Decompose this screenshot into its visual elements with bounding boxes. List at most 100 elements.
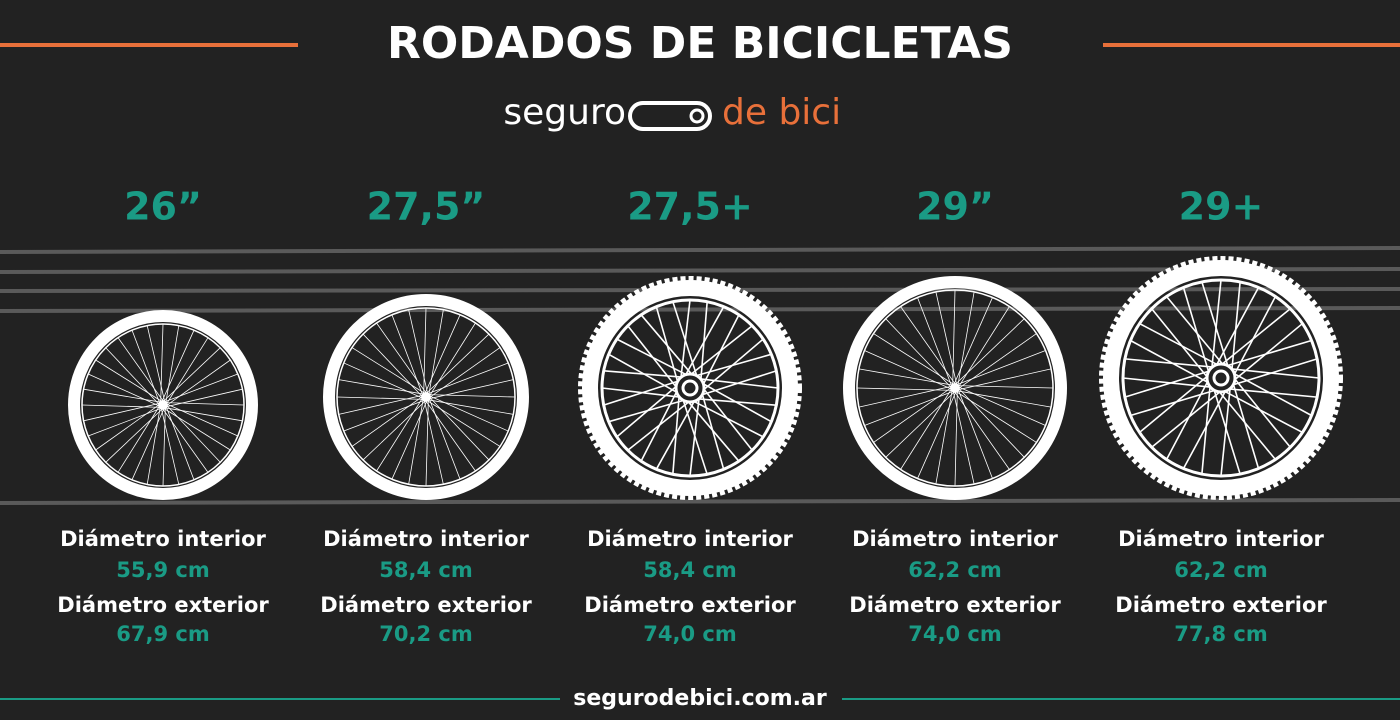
spoke (689, 395, 701, 477)
spoke (864, 350, 953, 390)
brand-right: de bici (722, 92, 841, 133)
tire (1103, 260, 1339, 496)
spoke (957, 368, 1052, 391)
spoke (408, 398, 424, 485)
spoke (1139, 373, 1211, 434)
spoke (146, 325, 166, 403)
hub (950, 383, 960, 393)
spoke (376, 322, 428, 395)
outer-value: 70,2 cm (379, 622, 472, 646)
spoke (423, 307, 427, 396)
spoke (146, 406, 161, 485)
outer-label: Diámetro exterior (849, 593, 1061, 617)
spoke (1151, 308, 1210, 380)
spoke (885, 390, 956, 458)
spoke (1165, 296, 1226, 368)
spoke (953, 297, 993, 386)
spoke (160, 323, 164, 404)
spoke (608, 398, 687, 423)
hub (421, 392, 431, 402)
spoke (423, 399, 444, 485)
spoke (117, 405, 161, 473)
spoke (165, 325, 180, 404)
spoke (693, 353, 772, 378)
inner-value: 62,2 cm (1174, 558, 1267, 582)
spoke (425, 333, 490, 395)
outer-label: Diámetro exterior (1115, 593, 1327, 617)
spoke (426, 362, 509, 395)
outer-label: Diámetro exterior (57, 593, 269, 617)
spoke (428, 309, 444, 396)
outer-value: 74,0 cm (908, 622, 1001, 646)
spoke (376, 397, 424, 472)
brand-icon (628, 101, 712, 131)
wheel (843, 276, 1067, 500)
spoke (688, 325, 753, 377)
wheel (323, 294, 529, 500)
spoke (1124, 358, 1216, 369)
spoke (428, 322, 476, 397)
spoke (425, 398, 429, 487)
spoke (700, 391, 725, 470)
wheel (1099, 256, 1343, 500)
wheel-size: 29” (916, 185, 994, 229)
spoke (952, 289, 956, 387)
inner-label: Diámetro interior (587, 527, 793, 551)
spoke (1226, 387, 1318, 398)
spoke (336, 396, 425, 400)
outer-label: Diámetro exterior (320, 593, 532, 617)
spoke (1124, 369, 1213, 398)
wheel (578, 276, 802, 500)
outer-value: 67,9 cm (116, 622, 209, 646)
spoke (131, 407, 165, 480)
spoke (428, 379, 514, 400)
spoke (1232, 376, 1291, 448)
spoke (655, 398, 697, 470)
spoke (427, 394, 516, 398)
spoke (679, 299, 691, 381)
spoke (161, 407, 209, 473)
tire (323, 294, 529, 500)
spoke (954, 318, 1025, 386)
spoke (95, 403, 161, 451)
spoke (1221, 389, 1303, 434)
spoke (105, 347, 161, 406)
spoke (117, 337, 165, 403)
spoke (1212, 386, 1241, 475)
spoke (957, 387, 1025, 458)
spoke (343, 362, 424, 399)
spoke (165, 337, 209, 405)
wheel-size: 29+ (1179, 185, 1264, 229)
spoke (428, 347, 501, 399)
spoke (338, 379, 425, 395)
spoke (627, 399, 692, 451)
spoke (627, 325, 679, 390)
spoke (163, 373, 238, 403)
spoke (1231, 322, 1303, 383)
spoke (163, 407, 231, 451)
outer-label: Diámetro exterior (584, 593, 796, 617)
inner-value: 55,9 cm (116, 558, 209, 582)
spoke (1210, 279, 1222, 371)
spoke (1182, 388, 1228, 469)
spoke (955, 350, 1046, 386)
spoke (165, 359, 231, 407)
inner-label: Diámetro interior (1118, 527, 1324, 551)
tire-tread (1099, 256, 1343, 500)
hub (1205, 362, 1237, 394)
spoke (1182, 287, 1211, 375)
tire (68, 310, 258, 500)
spoke (165, 405, 195, 480)
spoke (1151, 389, 1223, 448)
inner-label: Diámetro interior (323, 527, 529, 551)
inner-value: 58,4 cm (643, 558, 736, 582)
spoke (424, 399, 476, 472)
inner-label: Diámetro interior (60, 527, 266, 551)
spoke (362, 333, 424, 398)
hub (1212, 369, 1230, 387)
spoke (1214, 287, 1260, 368)
spoke (954, 389, 958, 487)
inner-label: Diámetro interior (852, 527, 1058, 551)
spoke (917, 390, 957, 479)
